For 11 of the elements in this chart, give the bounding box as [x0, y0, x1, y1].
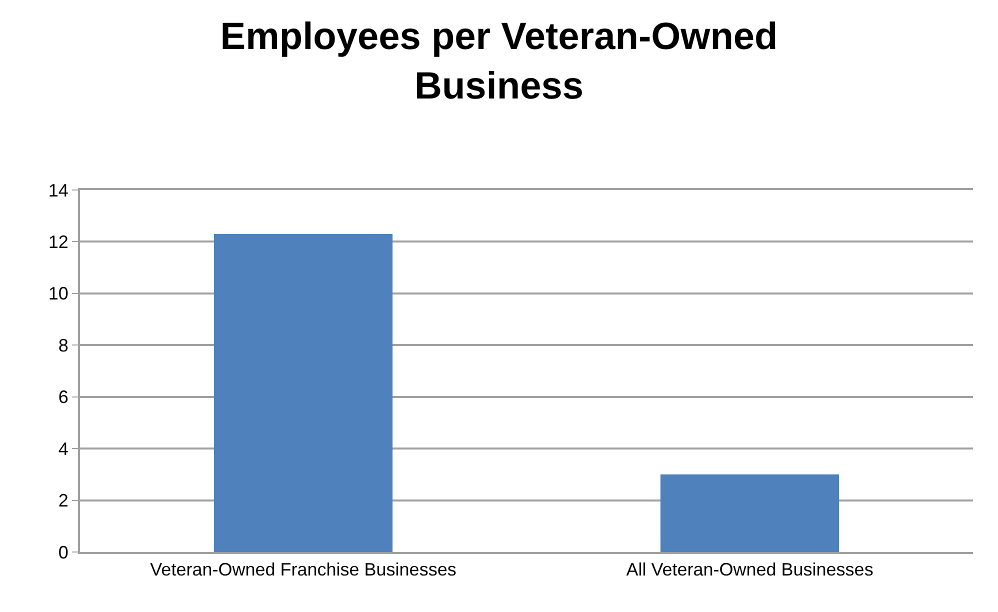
y-tick-label: 0: [58, 542, 68, 562]
x-tick-label: Veteran-Owned Franchise Businesses: [150, 560, 456, 580]
y-tick-label: 4: [58, 438, 68, 459]
y-tick-label: 12: [48, 232, 68, 252]
y-tick-label: 8: [58, 335, 68, 356]
y-tick-label: 10: [48, 284, 68, 304]
y-tick-label: 14: [48, 180, 68, 200]
y-tick-label: 6: [58, 387, 68, 408]
chart-title: Employees per Veteran-Owned Business: [220, 16, 778, 108]
y-tick-label: 2: [58, 490, 68, 511]
x-tick-label: All Veteran-Owned Businesses: [626, 560, 874, 580]
